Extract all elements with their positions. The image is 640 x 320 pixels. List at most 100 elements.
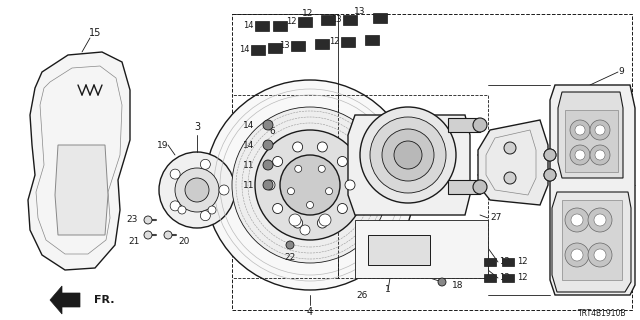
Circle shape bbox=[570, 120, 590, 140]
Circle shape bbox=[219, 185, 229, 195]
Text: 13: 13 bbox=[355, 7, 365, 17]
Text: 13: 13 bbox=[499, 258, 509, 267]
Circle shape bbox=[345, 180, 355, 190]
Circle shape bbox=[595, 125, 605, 135]
Circle shape bbox=[159, 152, 235, 228]
Polygon shape bbox=[315, 39, 329, 49]
Circle shape bbox=[232, 107, 388, 263]
Text: 24: 24 bbox=[508, 154, 519, 163]
Text: 9: 9 bbox=[618, 68, 624, 76]
Text: 16: 16 bbox=[502, 143, 513, 153]
Circle shape bbox=[595, 150, 605, 160]
Polygon shape bbox=[448, 180, 480, 194]
Circle shape bbox=[185, 178, 209, 202]
Circle shape bbox=[287, 188, 294, 195]
Circle shape bbox=[438, 278, 446, 286]
Polygon shape bbox=[502, 258, 514, 266]
Polygon shape bbox=[558, 92, 623, 178]
Text: 12: 12 bbox=[516, 274, 527, 283]
Circle shape bbox=[594, 249, 606, 261]
Text: 26: 26 bbox=[356, 291, 368, 300]
Circle shape bbox=[307, 202, 314, 209]
Text: 3: 3 bbox=[194, 122, 200, 132]
Circle shape bbox=[588, 243, 612, 267]
Text: 17: 17 bbox=[502, 131, 513, 140]
Text: 20: 20 bbox=[178, 237, 189, 246]
Polygon shape bbox=[484, 258, 496, 266]
Text: 14: 14 bbox=[243, 140, 254, 149]
Circle shape bbox=[575, 125, 585, 135]
Circle shape bbox=[263, 120, 273, 130]
Circle shape bbox=[170, 201, 180, 211]
Circle shape bbox=[571, 214, 583, 226]
Circle shape bbox=[394, 141, 422, 169]
Circle shape bbox=[590, 120, 610, 140]
Text: 12: 12 bbox=[516, 258, 527, 267]
Circle shape bbox=[588, 208, 612, 232]
Circle shape bbox=[263, 140, 273, 150]
Text: 14: 14 bbox=[243, 121, 254, 130]
Polygon shape bbox=[365, 35, 379, 45]
Text: 21: 21 bbox=[129, 237, 140, 246]
Polygon shape bbox=[291, 41, 305, 51]
Polygon shape bbox=[448, 118, 480, 132]
Circle shape bbox=[594, 214, 606, 226]
Circle shape bbox=[382, 129, 434, 181]
Circle shape bbox=[565, 208, 589, 232]
Polygon shape bbox=[478, 120, 548, 205]
Polygon shape bbox=[368, 235, 430, 265]
Polygon shape bbox=[28, 52, 130, 270]
Circle shape bbox=[590, 145, 610, 165]
Circle shape bbox=[263, 160, 273, 170]
Polygon shape bbox=[321, 15, 335, 25]
Circle shape bbox=[326, 188, 333, 195]
Text: 1: 1 bbox=[385, 285, 391, 294]
Circle shape bbox=[175, 168, 219, 212]
Circle shape bbox=[337, 156, 348, 166]
Text: 19: 19 bbox=[157, 140, 168, 149]
Polygon shape bbox=[348, 115, 470, 215]
Polygon shape bbox=[341, 37, 355, 47]
Polygon shape bbox=[55, 145, 108, 235]
Circle shape bbox=[504, 142, 516, 154]
Circle shape bbox=[360, 107, 456, 203]
Circle shape bbox=[265, 180, 275, 190]
Circle shape bbox=[178, 206, 186, 214]
Text: 15: 15 bbox=[89, 28, 101, 38]
Text: 4: 4 bbox=[307, 307, 313, 317]
Polygon shape bbox=[255, 21, 269, 31]
Circle shape bbox=[575, 150, 585, 160]
Circle shape bbox=[544, 149, 556, 161]
Text: FR.: FR. bbox=[94, 295, 115, 305]
Text: 7: 7 bbox=[269, 148, 275, 156]
Circle shape bbox=[370, 117, 446, 193]
Circle shape bbox=[300, 225, 310, 235]
Polygon shape bbox=[268, 43, 282, 53]
Text: 18: 18 bbox=[452, 281, 463, 290]
Circle shape bbox=[170, 169, 180, 179]
Circle shape bbox=[317, 142, 328, 152]
Circle shape bbox=[289, 214, 301, 226]
Circle shape bbox=[570, 145, 590, 165]
Text: 12: 12 bbox=[302, 10, 314, 19]
Polygon shape bbox=[50, 286, 80, 314]
Text: 11: 11 bbox=[243, 161, 254, 170]
Text: 25: 25 bbox=[508, 164, 520, 172]
Polygon shape bbox=[373, 13, 387, 23]
Circle shape bbox=[295, 165, 301, 172]
Text: 12: 12 bbox=[285, 18, 296, 27]
Circle shape bbox=[144, 216, 152, 224]
Circle shape bbox=[200, 159, 211, 169]
Circle shape bbox=[337, 204, 348, 213]
Circle shape bbox=[292, 218, 303, 228]
Circle shape bbox=[565, 243, 589, 267]
Text: 23: 23 bbox=[127, 215, 138, 225]
Circle shape bbox=[317, 218, 328, 228]
Circle shape bbox=[164, 231, 172, 239]
Circle shape bbox=[544, 169, 556, 181]
Circle shape bbox=[205, 80, 415, 290]
Circle shape bbox=[263, 180, 273, 190]
Circle shape bbox=[286, 241, 294, 249]
Circle shape bbox=[273, 156, 283, 166]
Polygon shape bbox=[355, 220, 488, 278]
